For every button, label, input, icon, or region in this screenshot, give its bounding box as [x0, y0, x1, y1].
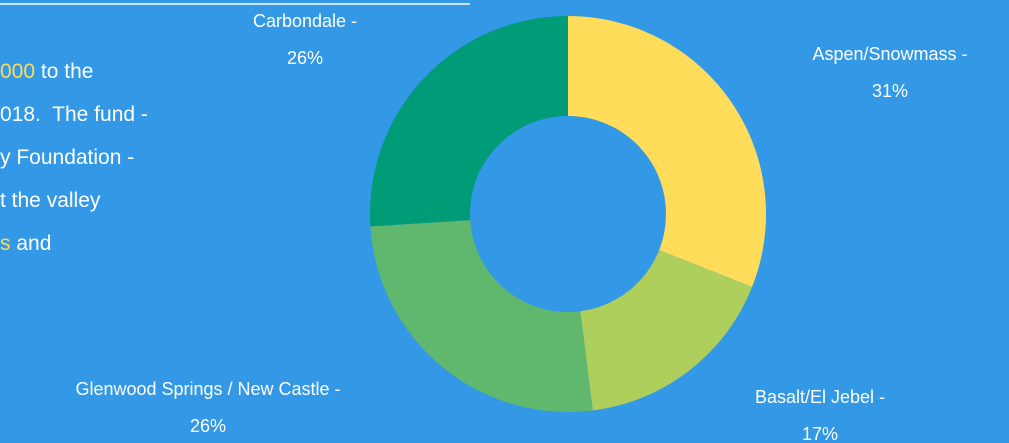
donut-segment: [370, 220, 593, 412]
side-text-part: y Foundation -: [0, 146, 134, 169]
segment-label: Aspen/Snowmass -: [812, 44, 967, 64]
side-text-line: 018. The fund -: [0, 103, 148, 126]
side-text-part: s: [0, 232, 11, 255]
side-text-part: and: [11, 232, 52, 255]
side-text-part: to the: [35, 60, 93, 83]
donut-segment: [568, 16, 766, 287]
donut-segment: [580, 250, 753, 411]
side-text-line: t the valley: [0, 189, 101, 212]
side-text-part: 018. The fund -: [0, 103, 148, 126]
segment-value-label: 17%: [802, 424, 838, 443]
side-text-line: 000 to the: [0, 60, 93, 83]
side-text-line: y Foundation -: [0, 146, 134, 169]
side-text-part: t the valley: [0, 189, 101, 212]
side-text-part: 000: [0, 60, 35, 83]
segment-label: Basalt/El Jebel -: [755, 387, 885, 407]
segment-value-label: 31%: [872, 81, 908, 101]
donut-segment: [370, 16, 568, 227]
segment-label: Glenwood Springs / New Castle -: [75, 379, 340, 399]
segment-label: Carbondale -: [253, 11, 357, 31]
side-text-line: s and: [0, 232, 51, 255]
segment-value-label: 26%: [190, 416, 226, 436]
segment-value-label: 26%: [287, 48, 323, 68]
